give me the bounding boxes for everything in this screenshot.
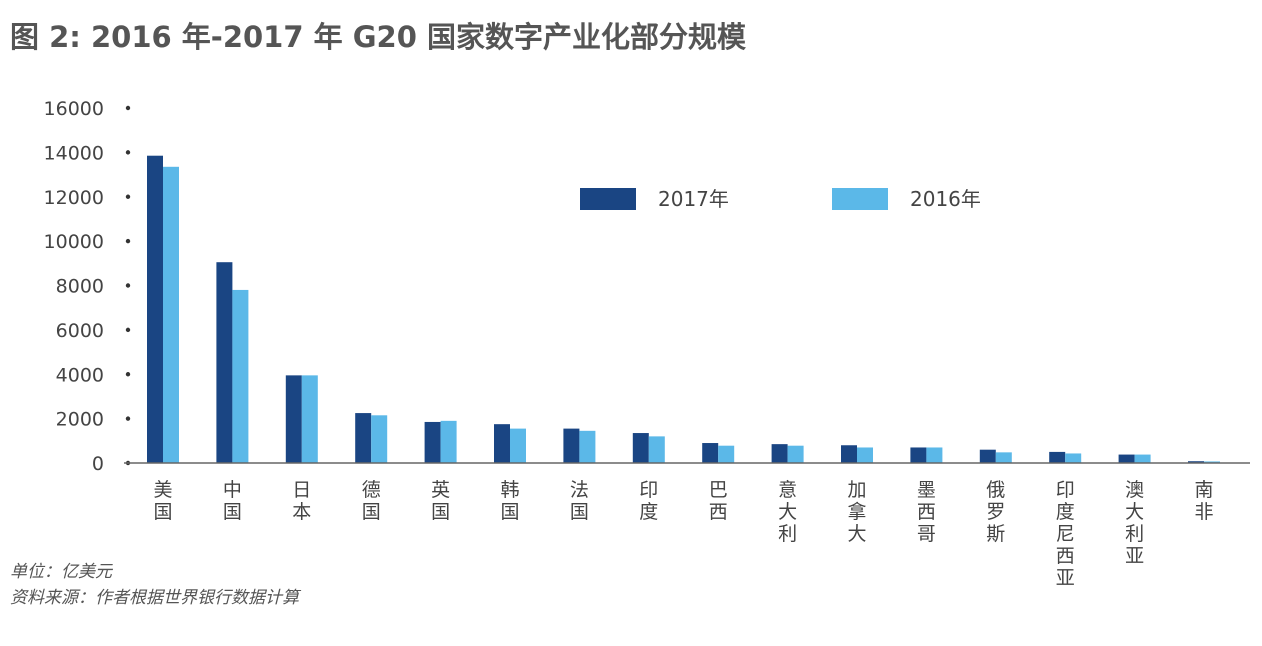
bar-2017 [424, 421, 441, 463]
y-tick-label: 2000 [56, 409, 104, 431]
legend-swatch [832, 188, 888, 210]
bar-2016 [718, 445, 735, 463]
category-label: 墨西哥 [917, 479, 936, 545]
category-label: 印度 [639, 479, 658, 523]
bar-2017 [771, 444, 788, 463]
bar-2017 [563, 428, 580, 463]
legend-swatch [580, 188, 636, 210]
bar-2016 [510, 428, 526, 463]
category-label: 日本 [292, 479, 311, 523]
y-tick-mark [125, 327, 131, 333]
category-label: 巴西 [709, 479, 728, 523]
bar-2016 [301, 375, 318, 463]
bar-2017 [355, 413, 372, 463]
bar-2016 [1134, 454, 1151, 463]
bar-2017 [494, 424, 510, 463]
category-label: 澳大利亚 [1125, 479, 1144, 567]
bar-2017 [841, 445, 857, 463]
bar-2016 [1204, 461, 1220, 463]
y-tick-mark [125, 238, 131, 244]
category-label: 加拿大 [847, 479, 866, 545]
bar-2017 [910, 447, 927, 463]
y-tick-label: 12000 [44, 187, 104, 209]
category-label: 俄罗斯 [986, 479, 1005, 545]
category-label: 法国 [570, 479, 589, 523]
category-label: 南非 [1194, 479, 1213, 523]
y-axis: 0 2000 4000 6000 8000 10000 12000 14000 16000 [44, 98, 131, 475]
y-tick-label: 16000 [44, 98, 104, 120]
bar-2016 [579, 430, 596, 463]
bar-2016 [1065, 453, 1082, 463]
y-tick-label: 0 [92, 453, 104, 475]
bar-2017 [216, 262, 233, 463]
y-tick-mark [125, 416, 131, 421]
legend-label: 2017年 [658, 187, 729, 211]
y-tick-mark [125, 372, 131, 377]
bar-2017 [979, 449, 996, 463]
bar-2016 [995, 452, 1012, 463]
category-label: 美国 [153, 479, 172, 523]
y-tick-mark [125, 105, 131, 111]
unit-note: 单位：亿美元 [10, 562, 112, 582]
bar-2016 [232, 289, 249, 463]
y-tick-mark [125, 150, 131, 155]
bar-2016 [857, 447, 873, 463]
bar-2017 [702, 443, 719, 463]
y-tick-label: 4000 [56, 364, 104, 386]
legend: 2017年 2016年 [580, 187, 981, 211]
bar-2017 [147, 155, 163, 463]
y-tick-label: 6000 [56, 320, 104, 342]
y-tick-mark [125, 283, 131, 288]
legend-item-2017: 2017年 [580, 187, 729, 211]
y-tick-label: 10000 [44, 231, 104, 253]
bars [147, 155, 1220, 463]
bar-2017 [1188, 461, 1204, 463]
bar-2016 [371, 415, 388, 463]
bar-2016 [440, 420, 457, 463]
category-label: 德国 [362, 479, 381, 523]
bar-2017 [632, 433, 649, 463]
category-label: 英国 [431, 479, 450, 523]
bar-2016 [787, 445, 804, 463]
bar-2017 [1118, 454, 1135, 463]
category-label: 印度尼西亚 [1056, 479, 1075, 589]
category-label: 中国 [223, 479, 242, 523]
bar-2017 [1049, 451, 1066, 463]
y-tick-label: 14000 [44, 142, 104, 164]
source-note: 资料来源：作者根据世界银行数据计算 [10, 588, 299, 608]
x-axis: 美国 中国 日本 德国 英国 韩国 法国 印度 巴西 意大利 加拿大 墨西哥 俄罗斯 印度尼西亚 澳大利亚 南… [124, 462, 1250, 589]
y-tick-label: 8000 [56, 276, 104, 298]
chart-title: 图 2: 2016 年-2017 年 G20 国家数字产业化部分规模 [10, 20, 746, 54]
y-tick-mark [125, 194, 131, 199]
bar-2016 [648, 436, 665, 463]
bar-2016 [926, 447, 943, 463]
legend-item-2016: 2016年 [832, 187, 981, 211]
category-label: 意大利 [778, 479, 797, 545]
bar-2016 [163, 166, 179, 463]
legend-label: 2016年 [910, 187, 981, 211]
category-label: 韩国 [500, 479, 519, 523]
bar-2017 [285, 375, 302, 463]
